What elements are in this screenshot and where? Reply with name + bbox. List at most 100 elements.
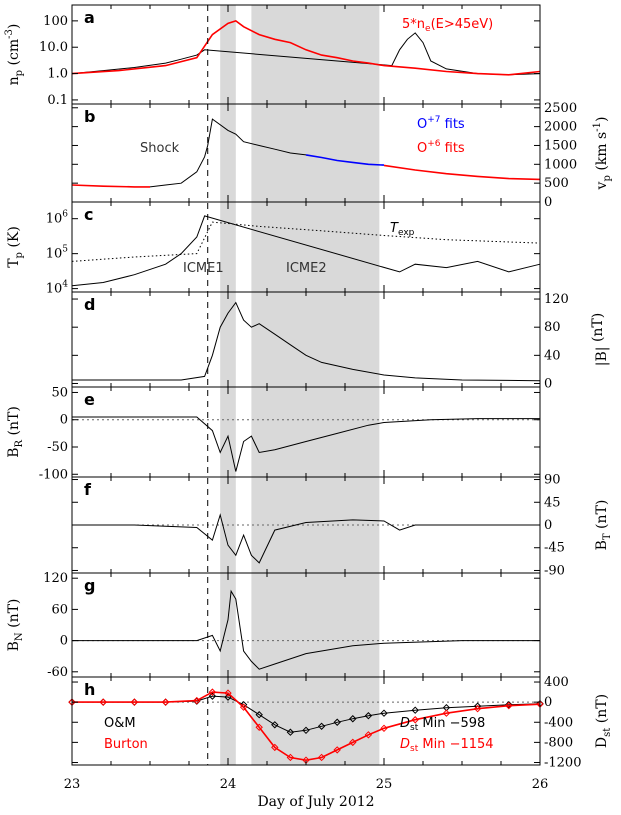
o7-fits-label: O+7 fits <box>417 115 465 132</box>
x-axis-label: Day of July 2012 <box>257 794 374 810</box>
y-tick-label: 0.1 <box>47 93 68 108</box>
data-point <box>302 726 310 735</box>
om-min-label-part: st <box>410 723 419 733</box>
y-tick-label: 90 <box>544 473 561 488</box>
icme2-label: ICME2 <box>286 261 327 276</box>
series-line-g-0 <box>72 589 540 670</box>
y-axis-label-part: p <box>14 252 25 258</box>
x-tick-label: 25 <box>376 777 393 792</box>
data-point <box>380 724 388 732</box>
data-point <box>224 689 232 697</box>
y-tick-label: 60 <box>51 602 68 617</box>
burton-min-label-part: D <box>400 737 410 752</box>
series-line-f-0 <box>72 513 540 564</box>
data-point <box>317 722 326 730</box>
panel-d: 120 80 40 0 d |B| (nT) <box>71 291 610 391</box>
series-line-b-2 <box>305 154 385 166</box>
series-line-b-0 <box>71 184 150 188</box>
y-axis-label-part: B <box>6 641 22 651</box>
data-point <box>271 743 279 752</box>
y-axis-label-part: -3 <box>4 29 15 39</box>
panel-a: 100 10.0 1.0 0.1 a np (cm-3) 5*ne(E>45eV) <box>4 4 541 108</box>
o6-fits-label-part: fits <box>441 141 465 156</box>
ne-legend-label-part: e <box>425 24 431 34</box>
panel-h: 400 0 -400 -800 -1200 h Dst (nT) O&M Burton Dst M… <box>68 675 613 770</box>
y-tick-label: 0 <box>544 376 552 391</box>
y-tick-label: -1200 <box>544 755 581 770</box>
y-tick-label: 120 <box>544 292 569 307</box>
y-axis-label: Dst (nT) <box>594 694 613 748</box>
panel-letter: e <box>84 390 95 409</box>
y-axis-label: BN (nT) <box>6 599 25 652</box>
panel-f: 90 45 0 -45 -90 f BT (nT) <box>71 473 613 578</box>
om-min-label-part: D <box>400 716 410 731</box>
y-tick-label: 0 <box>60 413 68 428</box>
y-axis-label: BR (nT) <box>6 406 25 458</box>
y-tick-exponent: 6 <box>62 210 68 220</box>
series-line-d-0 <box>72 301 541 382</box>
data-point <box>286 728 295 736</box>
y-axis-label-part: T <box>602 533 613 540</box>
panel-letter: c <box>84 205 93 224</box>
panel-letter: a <box>84 8 95 27</box>
y-tick-label: -90 <box>544 563 565 578</box>
o6-fits-label-part: O <box>417 141 427 156</box>
data-point <box>505 701 513 710</box>
y-tick-label: 45 <box>544 495 561 510</box>
y-axis-label-part: st <box>602 728 613 737</box>
ne-legend-label: 5*ne(E>45eV) <box>402 17 493 34</box>
y-axis-label-part: (nT) <box>594 500 610 534</box>
data-point <box>271 721 279 729</box>
o7-fits-label-part: +7 <box>427 115 440 125</box>
y-tick-label: 100 <box>43 14 68 29</box>
o6-fits-label-part: +6 <box>427 139 441 149</box>
y-axis-label-part: B <box>6 447 22 457</box>
shock-label: Shock <box>140 141 180 156</box>
y-tick-label: -45 <box>544 541 565 556</box>
shock-label-part: Shock <box>140 141 180 156</box>
y-tick-label: 0 <box>544 195 552 210</box>
y-tick-label: -60 <box>47 665 68 680</box>
y-tick-label: 2000 <box>544 120 577 135</box>
burton-min-label: Dst Min −1154 <box>400 737 494 754</box>
y-axis-label-part: |B| <box>594 347 610 367</box>
y-tick-label: 80 <box>544 320 561 335</box>
data-point <box>380 709 388 717</box>
burton-min-label-part: st <box>410 744 419 754</box>
texp-label-part: T <box>390 221 399 236</box>
burton-min-label-part: Min −1154 <box>418 737 493 752</box>
om-min-label-part: Min −598 <box>418 716 485 731</box>
om-min-label: Dst Min −598 <box>400 716 485 733</box>
texp-label-part: exp <box>398 228 415 238</box>
y-axis-label: Tp (K) <box>6 226 25 268</box>
y-axis-label: |B| (nT) <box>590 313 610 366</box>
series-line-e-0 <box>72 416 540 472</box>
icme-shading <box>220 5 380 765</box>
y-axis-label-part: p <box>14 70 25 76</box>
y-tick-label: 1.0 <box>47 67 68 82</box>
data-point <box>442 703 451 712</box>
y-axis-label-part: ) <box>594 117 610 122</box>
o6-fits-label: O+6 fits <box>417 139 465 156</box>
y-axis-label-part: ) <box>6 24 22 29</box>
y-tick-label: -400 <box>544 715 573 730</box>
y-tick-exponent: 5 <box>62 245 68 255</box>
data-point <box>349 738 357 747</box>
y-tick-label: 0 <box>60 634 68 649</box>
y-axis-label: vp (km s-1) <box>592 117 613 191</box>
y-axis-label-part: (nT) <box>590 313 606 347</box>
panel-letter: h <box>84 680 95 699</box>
y-axis-label: np (cm-3) <box>4 24 25 86</box>
y-tick-label: 105 <box>46 245 69 262</box>
data-point <box>208 688 217 696</box>
y-tick-label: 0 <box>544 695 552 710</box>
x-tick-label: 26 <box>532 777 549 792</box>
icme2-label-part: ICME2 <box>286 261 327 276</box>
y-tick-label: 1500 <box>544 138 577 153</box>
icme-shade-2 <box>251 5 380 765</box>
icme1-label: ICME1 <box>183 261 224 276</box>
panel-letter: b <box>84 107 95 126</box>
y-axis-label-part: T <box>6 258 22 268</box>
